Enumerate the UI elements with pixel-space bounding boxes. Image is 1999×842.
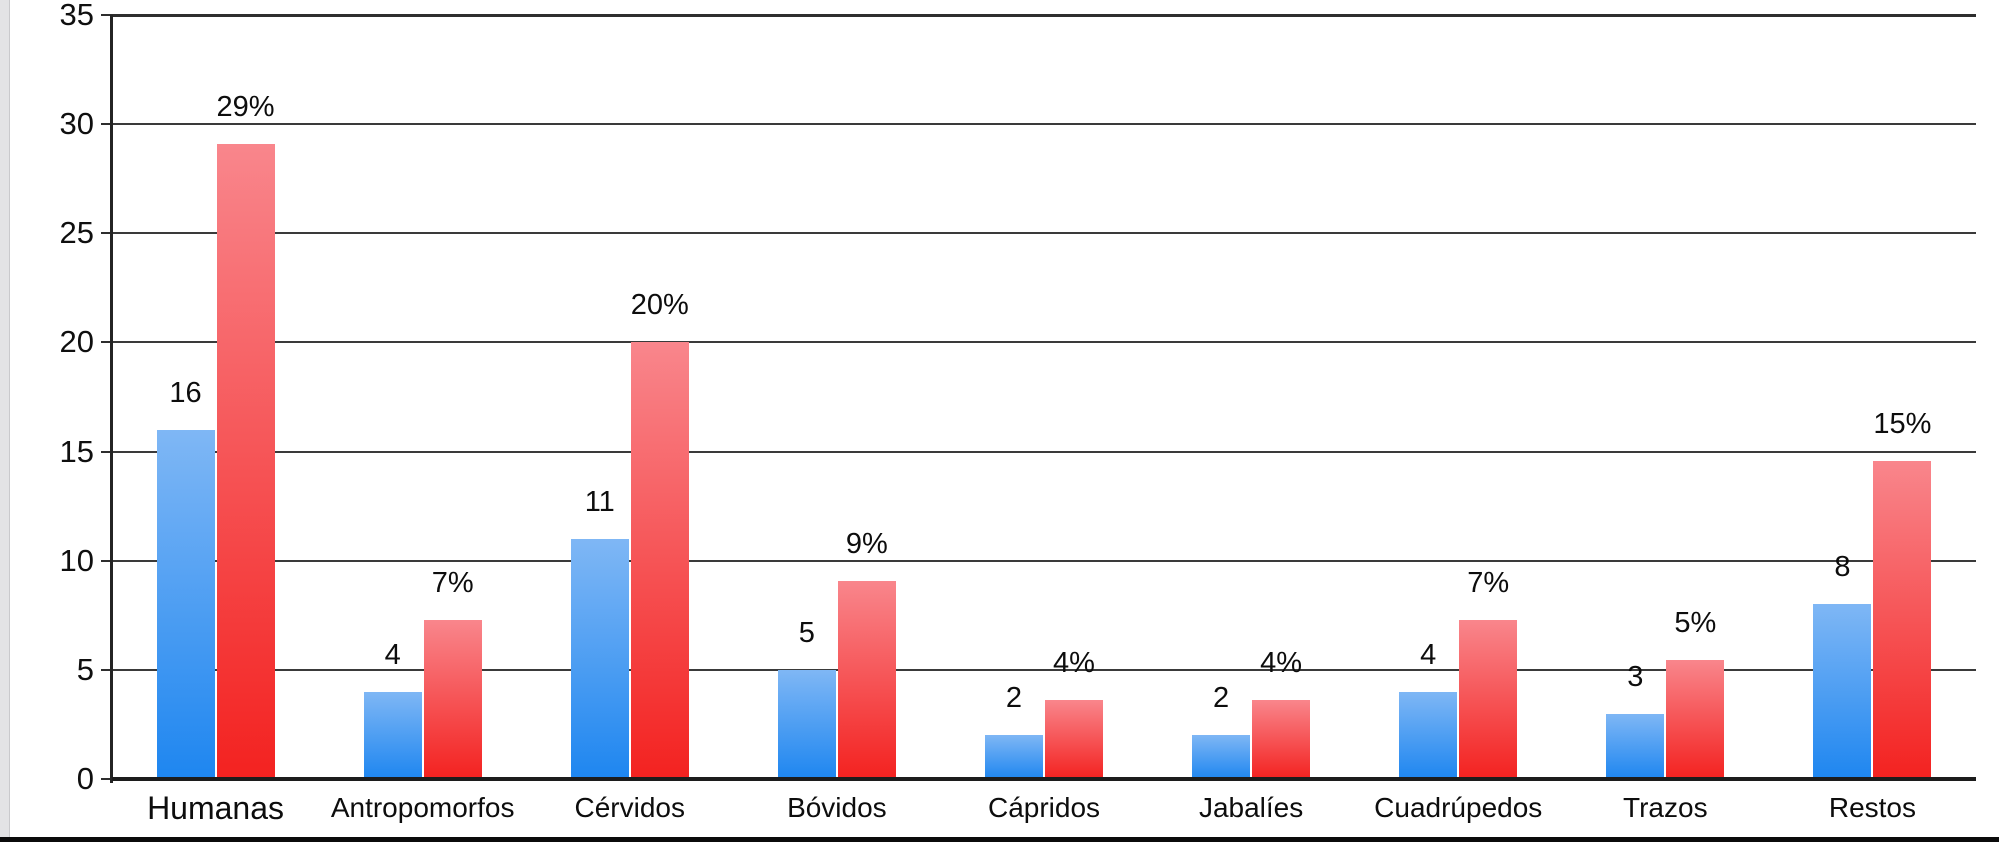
- bar-value-label: 4: [384, 638, 401, 671]
- x-axis-label-cervidos: Cérvidos: [574, 792, 685, 823]
- bar-percent-label: 4%: [1053, 646, 1095, 679]
- y-axis: [110, 15, 113, 783]
- bar-percent-jabalies: [1252, 699, 1311, 779]
- bar-value-label: 4: [1420, 638, 1437, 671]
- y-axis-tick: [101, 341, 112, 344]
- y-tick-label: 20: [59, 324, 94, 360]
- bar-count-trazos: [1606, 713, 1665, 779]
- y-axis-tick: [101, 668, 112, 671]
- bar-value-label: 16: [169, 376, 202, 409]
- y-axis-tick: [101, 232, 112, 235]
- bar-value-label: 11: [584, 485, 615, 518]
- y-tick-label: 10: [59, 542, 94, 578]
- gridline: [112, 341, 1976, 344]
- bar-percent-label: 9%: [845, 527, 888, 560]
- y-tick-label: 35: [59, 0, 94, 32]
- x-axis-label-capridos: Cápridos: [987, 792, 1101, 823]
- x-axis-label-jabalies: Jabalíes: [1198, 792, 1304, 823]
- gridline: [112, 668, 1976, 671]
- bar-percent-bovidos: [837, 580, 896, 779]
- scan-edge-left: [0, 0, 10, 842]
- gridline: [112, 14, 1976, 17]
- y-tick-label: 25: [59, 215, 94, 251]
- x-axis-label-antropomorfos: Antropomorfos: [330, 792, 515, 823]
- y-tick-label: 30: [59, 106, 94, 142]
- bar-percent-restos: [1873, 461, 1932, 779]
- y-tick-label: 5: [76, 651, 94, 687]
- bar-percent-label: 7%: [431, 567, 474, 600]
- bar-count-humanas: [156, 429, 215, 779]
- bar-value-label: 8: [1834, 551, 1851, 584]
- bar-count-cervidos: [570, 538, 629, 779]
- bar-percent-label: 4%: [1260, 646, 1303, 679]
- x-axis-label-restos: Restos: [1828, 792, 1917, 823]
- x-axis-baseline: [112, 777, 1976, 781]
- bar-percent-label: 5%: [1674, 607, 1717, 640]
- bar-value-label: 2: [1213, 682, 1230, 715]
- gridline: [112, 123, 1976, 126]
- y-tick-label: 15: [59, 433, 94, 469]
- gridline: [112, 450, 1976, 453]
- bar-percent-antropomorfos: [423, 620, 482, 779]
- bar-percent-label: 15%: [1873, 408, 1932, 441]
- bar-count-jabalies: [1192, 735, 1251, 779]
- bar-percent-cuadrupedos: [1459, 620, 1518, 779]
- bar-percent-trazos: [1666, 660, 1725, 779]
- bar-percent-label: 29%: [216, 91, 275, 123]
- y-axis-tick: [101, 559, 112, 562]
- bar-percent-capridos: [1045, 699, 1103, 779]
- bar-count-capridos: [985, 735, 1043, 779]
- bar-percent-label: 20%: [630, 289, 689, 322]
- bar-percent-cervidos: [630, 342, 689, 779]
- bar-value-label: 5: [798, 616, 815, 649]
- y-tick-label: 0: [76, 761, 94, 796]
- y-axis-tick: [101, 123, 112, 126]
- bar-value-label: 2: [1005, 682, 1023, 715]
- bar-percent-humanas: [216, 144, 275, 779]
- x-axis-label-trazos: Trazos: [1623, 792, 1708, 823]
- scan-edge-bottom: [0, 837, 1999, 842]
- y-axis-tick: [101, 14, 112, 16]
- bar-count-cuadrupedos: [1399, 691, 1458, 779]
- x-axis-label-cuadrupedos: Cuadrúpedos: [1374, 792, 1543, 823]
- bar-count-antropomorfos: [363, 691, 422, 779]
- bar-count-restos: [1813, 604, 1872, 779]
- gridline: [112, 559, 1976, 562]
- y-axis-tick: [101, 450, 112, 453]
- y-axis-tick: [101, 778, 112, 780]
- x-axis-label-bovidos: Bóvidos: [787, 792, 887, 823]
- bar-percent-label: 7%: [1467, 567, 1510, 600]
- gridline: [112, 232, 1976, 235]
- x-axis-label-humanas: Humanas: [147, 790, 285, 826]
- bar-count-bovidos: [777, 669, 836, 779]
- bar-value-label: 3: [1627, 660, 1644, 693]
